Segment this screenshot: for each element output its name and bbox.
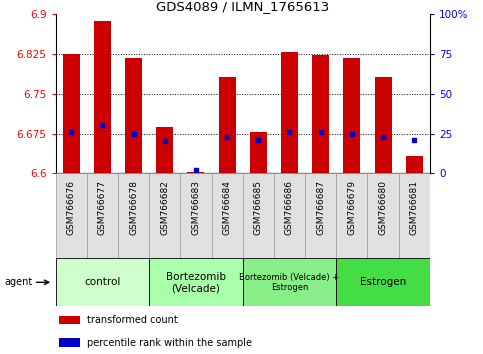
Text: GSM766681: GSM766681 — [410, 180, 419, 235]
Text: GSM766686: GSM766686 — [285, 180, 294, 235]
Bar — [125, 58, 142, 173]
Bar — [368, 173, 398, 258]
Text: agent: agent — [5, 277, 33, 287]
Bar — [56, 258, 149, 306]
Bar — [242, 173, 274, 258]
Bar — [87, 173, 118, 258]
Bar — [343, 58, 360, 173]
Bar — [305, 173, 336, 258]
Text: Bortezomib
(Velcade): Bortezomib (Velcade) — [166, 272, 226, 293]
Bar — [118, 173, 149, 258]
Bar — [56, 173, 87, 258]
Text: GSM766687: GSM766687 — [316, 180, 325, 235]
Bar — [374, 77, 392, 173]
Bar — [212, 173, 242, 258]
Title: GDS4089 / ILMN_1765613: GDS4089 / ILMN_1765613 — [156, 0, 329, 13]
Bar — [406, 156, 423, 173]
Bar — [336, 258, 430, 306]
Bar — [218, 77, 236, 173]
Bar — [94, 21, 111, 173]
Text: GSM766676: GSM766676 — [67, 180, 76, 235]
Text: percentile rank within the sample: percentile rank within the sample — [87, 337, 252, 348]
Text: GSM766677: GSM766677 — [98, 180, 107, 235]
Bar — [156, 127, 173, 173]
Bar — [274, 173, 305, 258]
Bar — [180, 173, 212, 258]
Text: Bortezomib (Velcade) +
Estrogen: Bortezomib (Velcade) + Estrogen — [240, 273, 340, 292]
Text: GSM766683: GSM766683 — [191, 180, 200, 235]
Bar — [59, 316, 80, 324]
Bar — [63, 54, 80, 173]
Text: GSM766682: GSM766682 — [160, 180, 169, 235]
Text: control: control — [84, 277, 121, 287]
Text: GSM766678: GSM766678 — [129, 180, 138, 235]
Bar — [149, 173, 180, 258]
Bar — [398, 173, 430, 258]
Bar — [187, 172, 204, 173]
Text: GSM766684: GSM766684 — [223, 180, 232, 235]
Bar — [242, 258, 336, 306]
Bar — [281, 52, 298, 173]
Bar — [336, 173, 368, 258]
Bar — [250, 132, 267, 173]
Text: GSM766679: GSM766679 — [347, 180, 356, 235]
Bar — [59, 338, 80, 347]
Text: GSM766680: GSM766680 — [379, 180, 387, 235]
Text: GSM766685: GSM766685 — [254, 180, 263, 235]
Text: Estrogen: Estrogen — [360, 277, 406, 287]
Bar — [312, 55, 329, 173]
Bar — [149, 258, 242, 306]
Text: transformed count: transformed count — [87, 315, 178, 325]
